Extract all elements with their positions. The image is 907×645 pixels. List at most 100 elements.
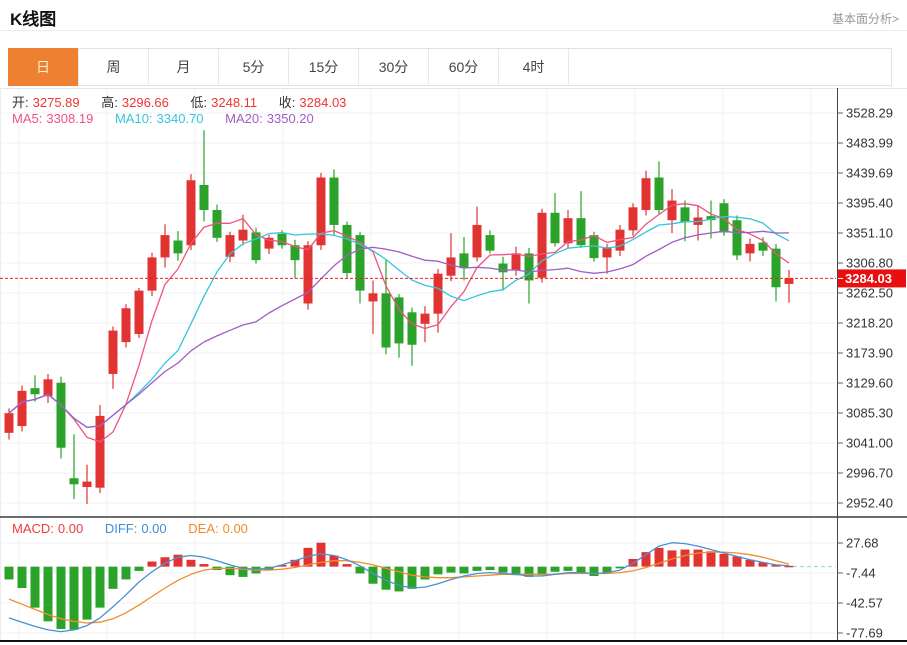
- macd-hist-bar: [134, 566, 144, 571]
- macd-hist-bar: [381, 566, 391, 590]
- ma10-value: 3340.70: [156, 111, 204, 126]
- candle-body: [121, 308, 131, 343]
- tab-30min[interactable]: 30分: [359, 49, 429, 85]
- candle-body: [69, 478, 79, 485]
- macd-hist-bar: [56, 566, 66, 630]
- candle-body: [641, 178, 651, 211]
- ma10-label: MA10:: [114, 111, 153, 126]
- y-tick-label: 3262.50: [846, 286, 893, 301]
- macd-hist-bar: [30, 566, 40, 608]
- macd-hist-bar: [43, 566, 53, 622]
- candle-body: [680, 207, 690, 223]
- candle-body: [134, 290, 144, 334]
- macd-hist-bar: [485, 566, 495, 571]
- macd-hist-bar: [199, 564, 209, 567]
- tab-5min[interactable]: 5分: [219, 49, 289, 85]
- macd-hist-bar: [121, 566, 131, 580]
- candle-body: [758, 242, 768, 251]
- dea-value: 0.00: [222, 521, 248, 536]
- macd-tick-label: -7.44: [846, 566, 876, 581]
- macd-tick-label: -42.57: [846, 596, 883, 611]
- candle-body: [160, 235, 170, 258]
- candle-body: [407, 312, 417, 345]
- macd-hist-bar: [316, 542, 326, 567]
- macd-hist-bar: [173, 554, 183, 567]
- candle-body: [186, 180, 196, 246]
- y-tick-label: 3528.29: [846, 106, 893, 121]
- candle-body: [667, 200, 677, 221]
- macd-hist-bar: [732, 556, 742, 567]
- ma20-line: [8, 230, 790, 428]
- tab-15min[interactable]: 15分: [289, 49, 359, 85]
- candle-body: [745, 243, 755, 254]
- chart-grid: [0, 88, 907, 640]
- macd-hist-bar: [303, 547, 313, 567]
- macd-hist-bar: [459, 566, 469, 574]
- candle-body: [628, 207, 638, 231]
- macd-hist-bar: [654, 547, 664, 567]
- candle-body: [95, 415, 105, 488]
- candle-body: [199, 184, 209, 211]
- tab-4hour[interactable]: 4时: [499, 49, 569, 85]
- y-tick-label: 3085.30: [846, 406, 893, 421]
- candle-body: [394, 297, 404, 344]
- macd-hist-bar: [511, 566, 521, 576]
- macd-hist-bar: [95, 566, 105, 608]
- candle-body: [524, 253, 534, 281]
- macd-hist-bar: [355, 566, 365, 574]
- macd-hist-bar: [394, 566, 404, 592]
- macd-hist-bar: [745, 559, 755, 567]
- ma5-value: 3308.19: [46, 111, 94, 126]
- macd-hist-bar: [680, 549, 690, 567]
- macd-hist-bar: [615, 566, 625, 569]
- y-tick-label: 3218.20: [846, 316, 893, 331]
- macd-hist-bar: [69, 566, 79, 630]
- candle-body: [381, 293, 391, 348]
- candle-body: [342, 224, 352, 274]
- diff-label: DIFF:: [104, 521, 138, 536]
- page-title: K线图: [10, 10, 57, 29]
- macd-hist-bar: [160, 557, 170, 567]
- fundamental-analysis-link[interactable]: 基本面分析>: [831, 12, 899, 26]
- macd-hist-bar: [758, 562, 768, 567]
- candle-body: [264, 237, 274, 249]
- high-value: 3296.66: [121, 95, 169, 110]
- macd-layer: [4, 542, 836, 633]
- macd-hist-bar: [537, 566, 547, 576]
- tab-month[interactable]: 月: [149, 49, 219, 85]
- ma20-label: MA20:: [225, 111, 263, 126]
- candle-body: [225, 235, 235, 257]
- candle-body: [316, 177, 326, 246]
- macd-hist-bar: [4, 566, 14, 580]
- candle-body: [550, 212, 560, 244]
- macd-hist-bar: [784, 565, 794, 568]
- candle-body: [420, 313, 430, 324]
- open-value: 3275.89: [32, 95, 80, 110]
- low-label: 低:: [190, 95, 208, 110]
- y-tick-label: 3439.69: [846, 166, 893, 181]
- candle-body: [17, 390, 27, 427]
- candle-body: [537, 212, 547, 278]
- candle-body: [251, 232, 261, 261]
- macd-hist-bar: [576, 566, 586, 574]
- y-tick-label: 3306.80: [846, 256, 893, 271]
- ma5-label: MA5:: [12, 111, 43, 126]
- ma5-line: [8, 203, 790, 443]
- tab-day[interactable]: 日: [8, 48, 79, 86]
- high-label: 高:: [101, 95, 118, 110]
- y-tick-label: 2996.70: [846, 466, 893, 481]
- tab-week[interactable]: 周: [79, 49, 149, 85]
- candle-body: [290, 245, 300, 261]
- open-label: 开:: [12, 95, 29, 110]
- candle-body: [43, 379, 53, 397]
- candle-body: [576, 218, 586, 246]
- candle-body: [719, 203, 729, 233]
- timeframe-tabs: 日 周 月 5分 15分 30分 60分 4时: [8, 48, 892, 86]
- tab-60min[interactable]: 60分: [429, 49, 499, 85]
- macd-tick-label: 27.68: [846, 536, 879, 551]
- close-value: 3284.03: [299, 95, 347, 110]
- macd-hist-bar: [641, 552, 651, 567]
- candle-body: [602, 247, 612, 258]
- ma20-value: 3350.20: [266, 111, 314, 126]
